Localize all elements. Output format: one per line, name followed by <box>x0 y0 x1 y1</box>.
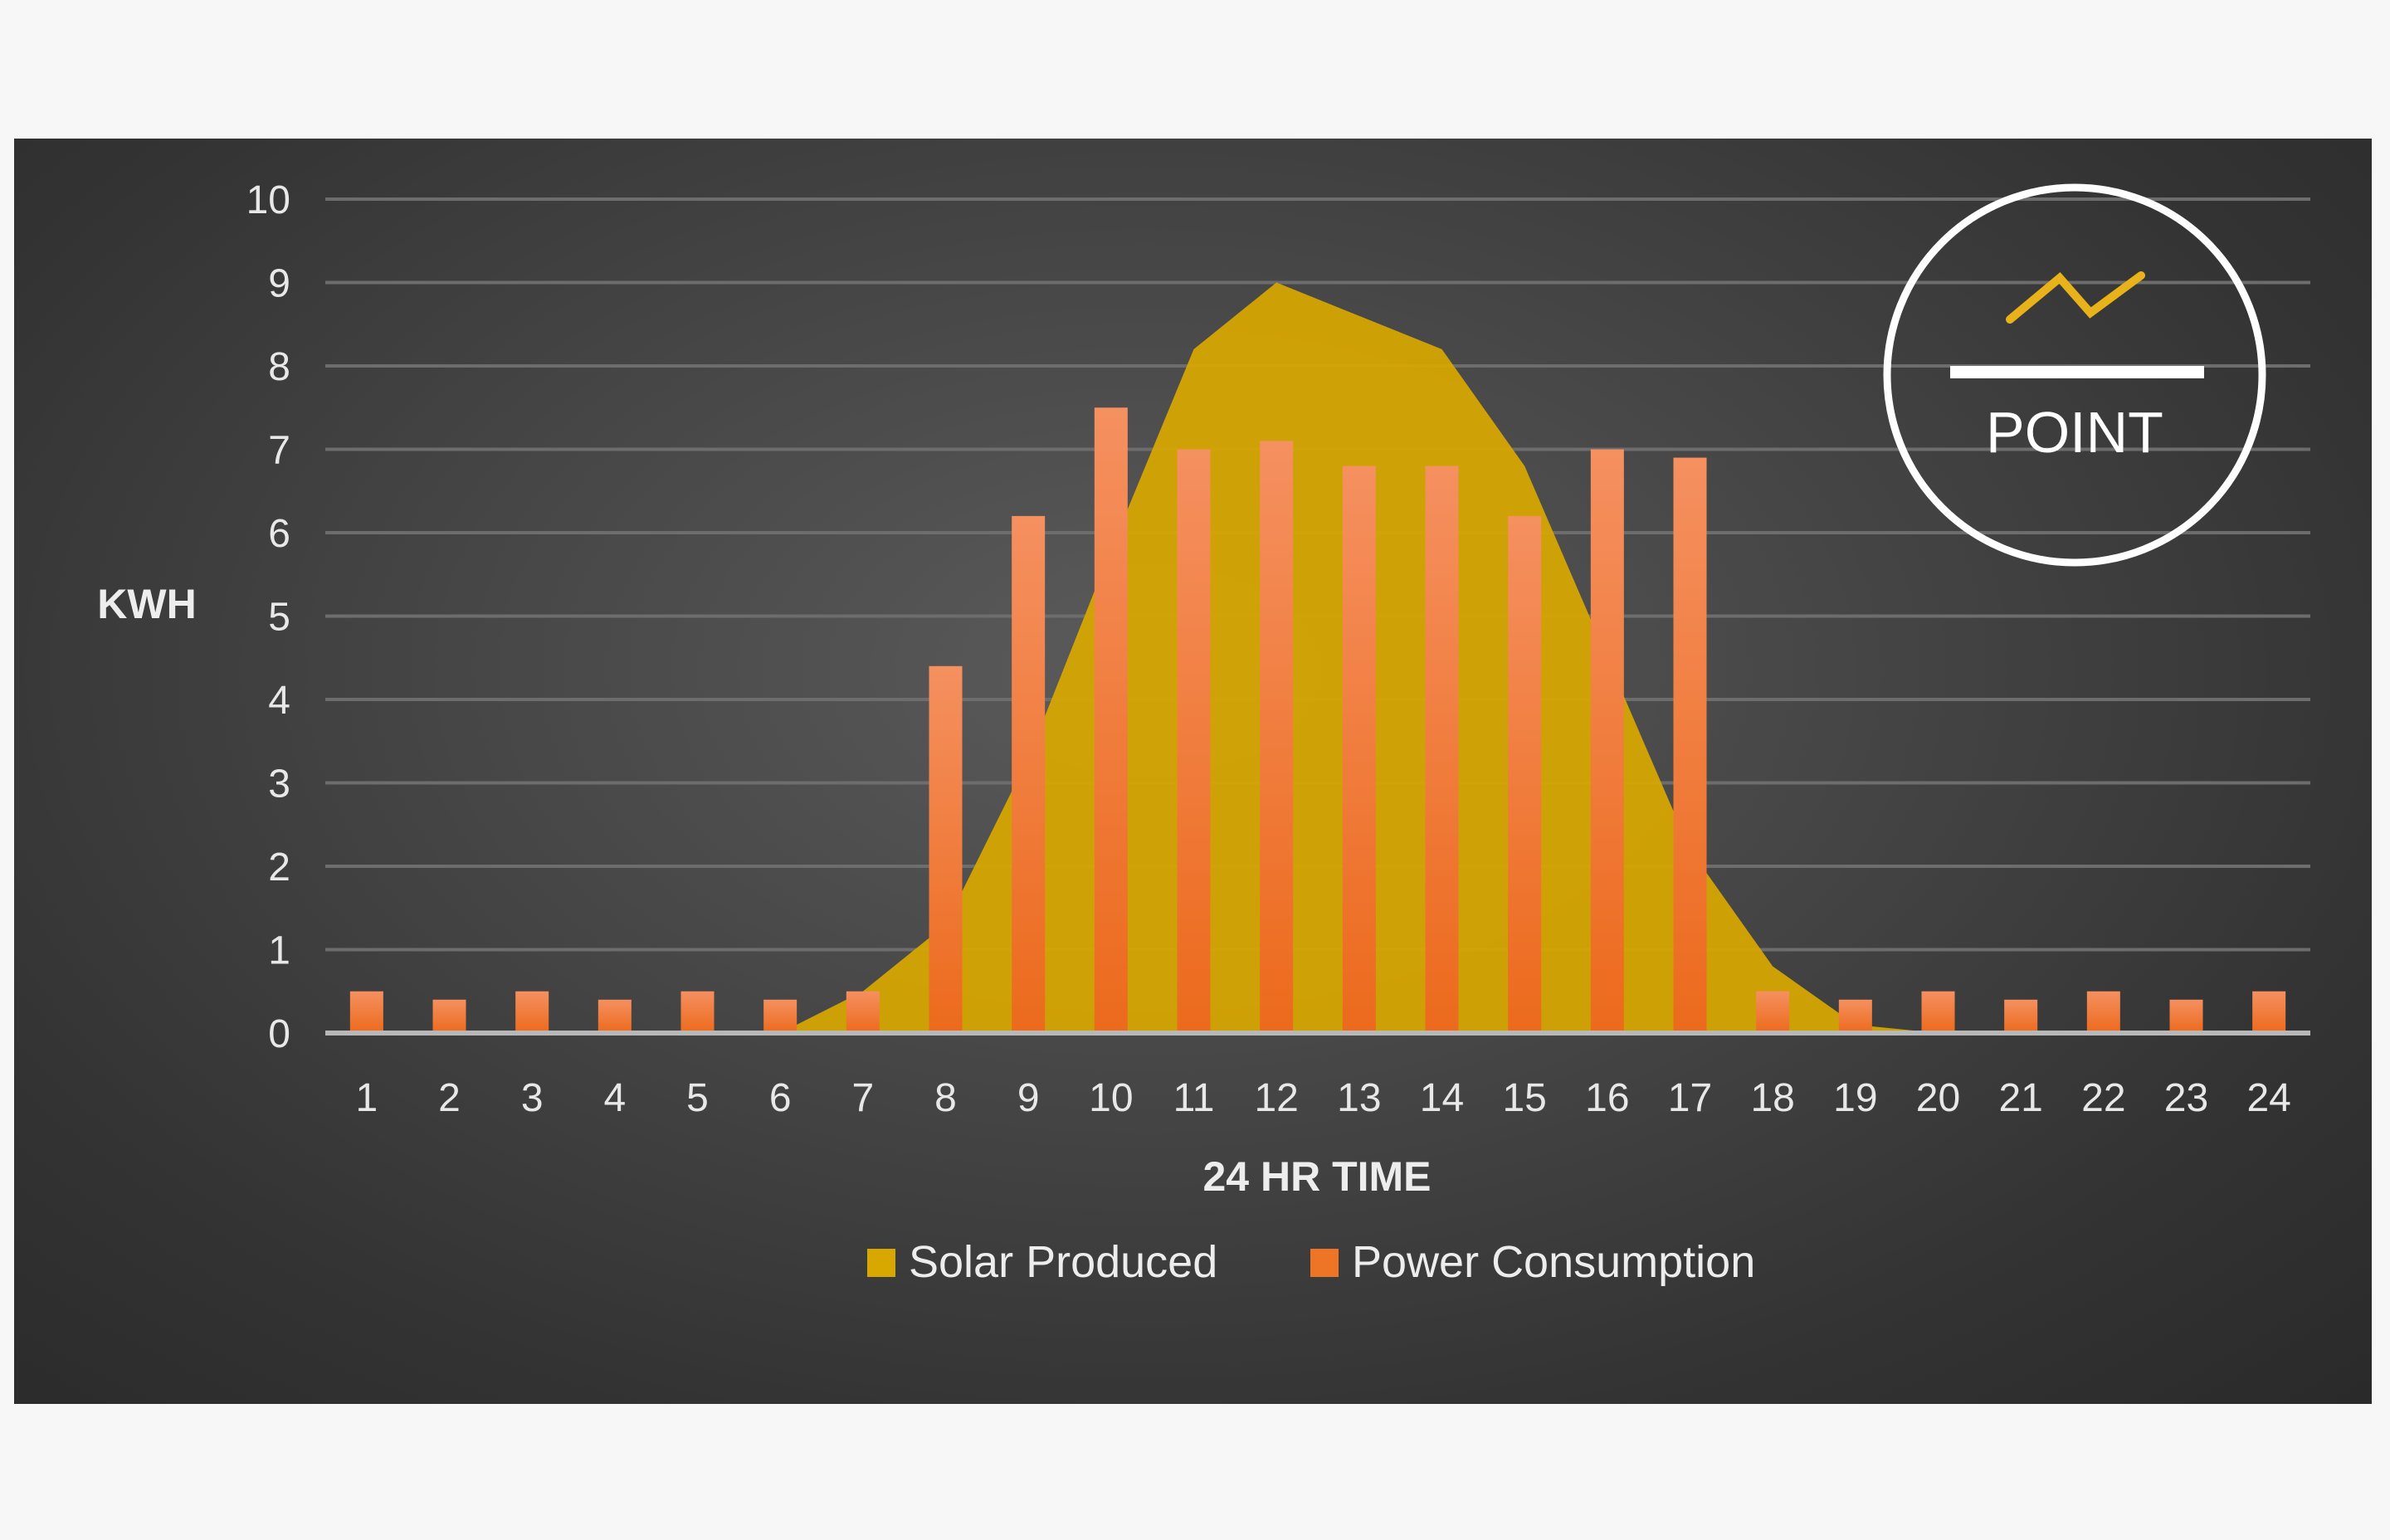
consumption-bar-21 <box>2004 999 2038 1033</box>
y-tick-label: 3 <box>268 763 290 807</box>
x-tick-label: 5 <box>686 1076 709 1120</box>
consumption-bar-16 <box>1590 449 1624 1033</box>
legend-swatch-power-consumption <box>1310 1249 1339 1277</box>
legend: Solar Produced Power Consumption <box>867 1237 1755 1287</box>
x-tick-label: 23 <box>2164 1076 2208 1120</box>
y-tick-label: 2 <box>268 846 290 889</box>
legend-swatch-solar-produced <box>867 1249 895 1277</box>
x-axis-title: 24 HR TIME <box>1202 1153 1431 1200</box>
x-tick-label: 12 <box>1254 1076 1298 1120</box>
y-tick-label: 1 <box>268 929 290 973</box>
logo-ring <box>1883 183 2266 567</box>
y-tick-label: 8 <box>268 345 290 389</box>
consumption-bar-22 <box>2086 991 2120 1033</box>
x-tick-label: 11 <box>1173 1076 1215 1120</box>
consumption-bar-19 <box>1838 999 1872 1033</box>
consumption-bar-18 <box>1756 991 1790 1033</box>
consumption-bar-20 <box>1921 991 1955 1033</box>
legend-label-solar-produced: Solar Produced <box>909 1237 1217 1287</box>
consumption-bar-23 <box>2169 999 2203 1033</box>
consumption-bar-6 <box>763 999 797 1033</box>
y-tick-label: 6 <box>268 512 290 556</box>
bar-layer <box>349 407 2286 1033</box>
consumption-bar-10 <box>1094 407 1128 1033</box>
area-layer <box>366 282 2270 1033</box>
solar-produced-area <box>366 282 2270 1033</box>
consumption-bar-13 <box>1342 465 1376 1033</box>
x-tick-label: 14 <box>1420 1076 1464 1120</box>
x-tick-label: 17 <box>1668 1076 1712 1120</box>
consumption-bar-5 <box>680 991 715 1033</box>
y-tick-label: 5 <box>268 596 290 640</box>
consumption-bar-14 <box>1425 465 1459 1033</box>
x-tick-label: 6 <box>769 1076 792 1120</box>
y-tick-label: 9 <box>268 262 290 306</box>
x-tick-label: 7 <box>851 1076 874 1120</box>
x-tick-label: 15 <box>1502 1076 1546 1120</box>
x-tick-label: 20 <box>1916 1076 1960 1120</box>
x-tick-label: 2 <box>438 1076 461 1120</box>
consumption-bar-8 <box>929 665 963 1033</box>
consumption-bar-7 <box>846 991 880 1033</box>
x-tick-label: 13 <box>1337 1076 1381 1120</box>
consumption-bar-2 <box>432 999 466 1033</box>
point-logo: POINT <box>1883 183 2266 567</box>
consumption-bar-24 <box>2252 991 2286 1033</box>
consumption-bar-3 <box>515 991 549 1033</box>
consumption-bar-11 <box>1177 449 1211 1033</box>
y-tick-label: 0 <box>268 1012 290 1056</box>
x-tick-label: 18 <box>1750 1076 1794 1120</box>
x-tick-label: 1 <box>355 1076 378 1120</box>
consumption-bar-1 <box>349 991 383 1033</box>
x-tick-label: 10 <box>1089 1076 1133 1120</box>
x-tick-label: 8 <box>934 1076 957 1120</box>
legend-label-power-consumption: Power Consumption <box>1352 1237 1755 1287</box>
x-tick-label: 21 <box>1998 1076 2042 1120</box>
consumption-bar-17 <box>1673 457 1707 1033</box>
x-tick-label: 22 <box>2081 1076 2125 1120</box>
consumption-bar-12 <box>1260 441 1294 1033</box>
zigzag-line-icon <box>2006 271 2145 324</box>
x-tick-label: 9 <box>1017 1076 1040 1120</box>
consumption-bar-4 <box>598 999 632 1033</box>
y-axis-title: KWH <box>97 581 196 627</box>
consumption-bar-15 <box>1508 515 1542 1033</box>
x-tick-label: 24 <box>2246 1076 2290 1120</box>
x-tick-label: 16 <box>1585 1076 1629 1120</box>
x-tick-label: 4 <box>603 1076 626 1120</box>
y-tick-label: 4 <box>268 679 290 723</box>
y-tick-label: 10 <box>246 178 290 222</box>
chart-panel: 0 1 2 3 4 5 6 7 8 9 10 1 2 3 4 5 6 7 8 9 10 11 12 13 14 15 16 17 18 1… <box>14 139 2372 1404</box>
logo-divider <box>1950 366 2204 378</box>
x-tick-label: 19 <box>1833 1076 1877 1120</box>
logo-text: POINT <box>1986 400 2163 465</box>
y-tick-label: 7 <box>268 429 290 473</box>
x-tick-label: 3 <box>521 1076 544 1120</box>
consumption-bar-9 <box>1012 515 1046 1033</box>
